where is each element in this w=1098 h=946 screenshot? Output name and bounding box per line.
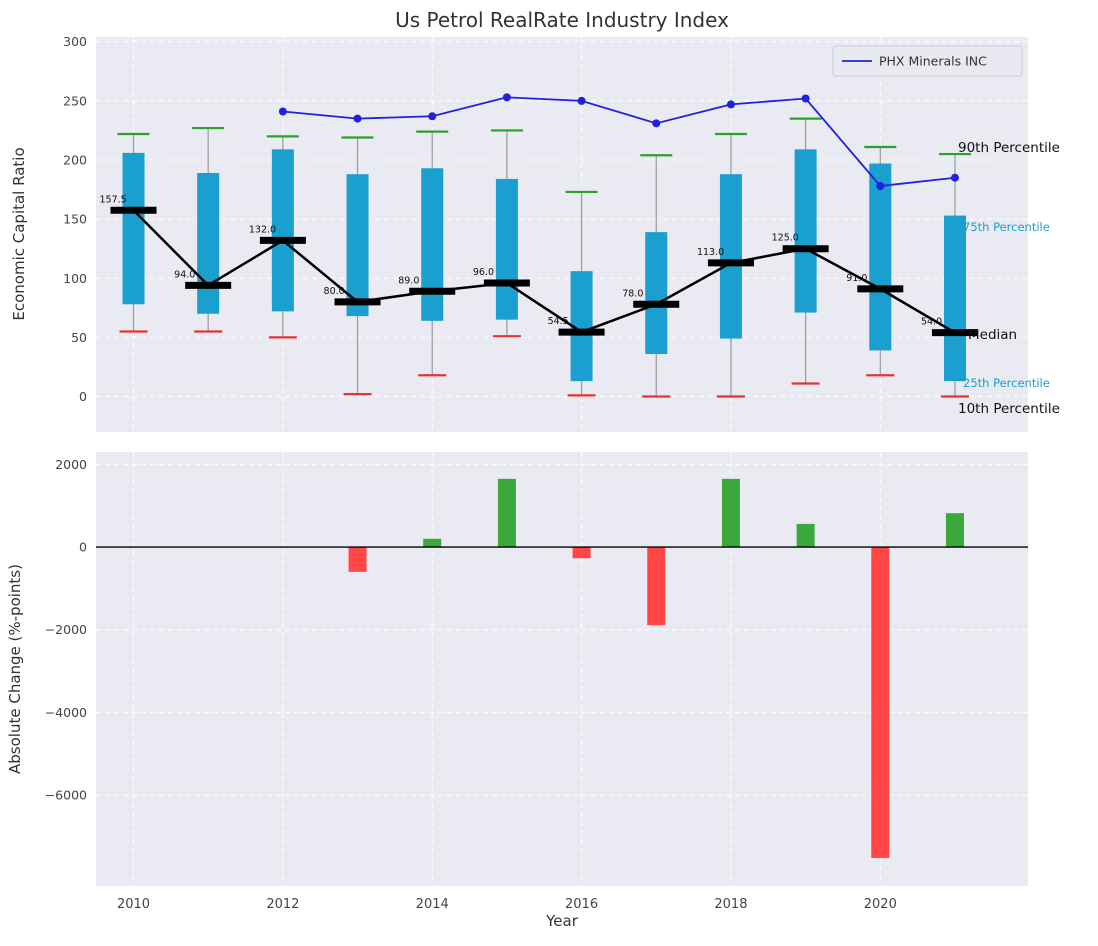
phx-marker — [278, 107, 287, 116]
change-bar — [497, 478, 516, 548]
iqr-box — [495, 178, 518, 320]
iqr-box — [719, 174, 742, 339]
iqr-box — [271, 149, 294, 312]
legend-label: PHX Minerals INC — [879, 54, 987, 69]
phx-marker — [353, 114, 362, 123]
axis-ticks: 300 250 200 150 100 50 0 2000 0 −2000 −4000 −6000 20… — [45, 34, 897, 912]
phx-marker — [428, 112, 437, 121]
median-value-label: 157.5 — [100, 194, 127, 205]
median-value-label: 54.0 — [921, 317, 942, 328]
annotation-25th-percentile: 25th Percentile — [963, 376, 1050, 390]
bottom-y-tick-label: 2000 — [55, 457, 87, 472]
phx-marker — [652, 119, 661, 128]
phx-line — [282, 96, 956, 187]
change-bar — [647, 547, 666, 626]
x-tick-label: 2010 — [117, 897, 150, 912]
annotation-10th-percentile: 10th Percentile — [958, 401, 1060, 417]
median-value-label: 91.0 — [846, 273, 867, 284]
x-tick-label: 2020 — [864, 897, 897, 912]
bottom-y-tick-label: 0 — [79, 540, 87, 555]
x-tick-label: 2012 — [266, 897, 299, 912]
x-axis-label: Year — [545, 912, 579, 930]
median-value-label: 125.0 — [772, 233, 799, 244]
phx-marker — [876, 182, 885, 191]
top-y-axis-label: Economic Capital Ratio — [10, 147, 28, 320]
bottom-panel — [96, 452, 1028, 886]
bottom-y-tick-label: −2000 — [45, 622, 87, 637]
top-y-tick-label: 150 — [63, 212, 87, 227]
change-bar — [348, 547, 367, 572]
iqr-box — [943, 215, 966, 382]
phx-marker — [950, 173, 959, 182]
median-value-label: 132.0 — [249, 224, 276, 235]
iqr-box — [346, 174, 369, 317]
top-y-tick-label: 100 — [63, 271, 87, 286]
top-panel: 157.5 94.0 132.0 80.0 89.0 96.0 54.5 78.0 113.0 1… — [96, 37, 1028, 432]
legend: PHX Minerals INC — [832, 45, 1023, 77]
x-tick-label: 2016 — [565, 897, 598, 912]
iqr-box — [869, 163, 892, 351]
top-y-tick-label: 0 — [79, 389, 87, 404]
bottom-y-tick-label: −6000 — [45, 788, 87, 803]
median-value-label: 113.0 — [697, 247, 724, 258]
annotation-median: Median — [968, 327, 1017, 343]
iqr-box — [421, 168, 444, 321]
median-line — [132, 209, 956, 334]
top-y-tick-label: 300 — [63, 34, 87, 49]
phx-marker — [801, 94, 810, 103]
median-value-label: 80.0 — [324, 286, 345, 297]
annotation-75th-percentile: 75th Percentile — [963, 220, 1050, 234]
median-value-label: 54.5 — [548, 316, 569, 327]
median-value-label: 89.0 — [398, 275, 419, 286]
iqr-box — [645, 232, 668, 354]
bottom-y-axis-label: Absolute Change (%-points) — [6, 564, 24, 774]
bottom-y-tick-label: −4000 — [45, 705, 87, 720]
change-bar — [796, 523, 815, 548]
chart-title: Us Petrol RealRate Industry Index — [395, 8, 729, 32]
top-y-tick-label: 200 — [63, 152, 87, 167]
x-tick-label: 2018 — [714, 897, 747, 912]
legend-box — [832, 45, 1023, 77]
median-value-label: 94.0 — [174, 269, 195, 280]
change-bar — [423, 538, 442, 548]
top-y-tick-label: 250 — [63, 93, 87, 108]
median-value-label: 96.0 — [473, 267, 494, 278]
iqr-box — [197, 173, 220, 314]
top-y-tick-label: 50 — [71, 330, 87, 345]
annotation-90th-percentile: 90th Percentile — [958, 140, 1060, 156]
phx-marker — [577, 96, 586, 105]
phx-marker — [726, 100, 735, 109]
x-tick-label: 2014 — [416, 897, 449, 912]
iqr-box — [570, 271, 593, 382]
change-bar — [721, 478, 740, 548]
change-bar — [871, 547, 890, 858]
change-bar — [945, 513, 964, 548]
phx-marker — [502, 93, 511, 102]
change-bar — [572, 547, 591, 559]
iqr-box — [794, 149, 817, 313]
median-value-label: 78.0 — [622, 288, 643, 299]
iqr-box — [122, 152, 145, 305]
